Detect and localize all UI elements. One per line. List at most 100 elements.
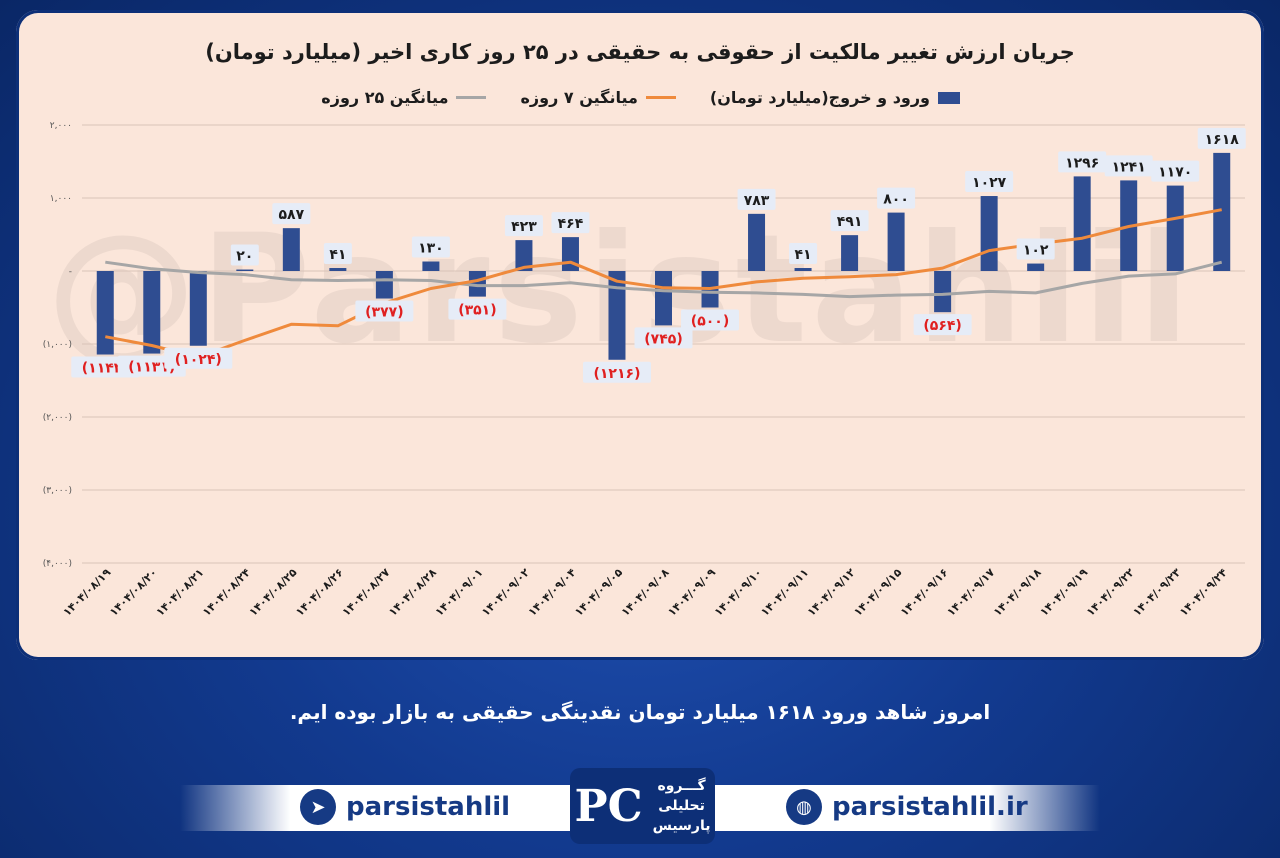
y-tick-label: ۱,۰۰۰ xyxy=(50,194,72,204)
bar xyxy=(1027,263,1045,271)
data-label-bg xyxy=(551,212,590,234)
data-label: ۵۸۷ xyxy=(279,207,305,223)
data-label: ۱۶۱۸ xyxy=(1205,132,1240,148)
logo-text: گـــروه تحلیلی پارسیس xyxy=(653,776,711,836)
y-tick-label: - xyxy=(69,267,72,277)
data-label: ۴۲۳ xyxy=(511,219,537,235)
brand-logo: PC گـــروه تحلیلی پارسیس xyxy=(570,768,715,844)
data-label-bg xyxy=(681,309,740,331)
data-label-bg xyxy=(448,298,507,320)
data-label-bg xyxy=(877,187,916,209)
bar xyxy=(980,196,998,271)
data-label: ۱۲۴۱ xyxy=(1112,159,1146,175)
data-label-bg xyxy=(582,361,651,383)
data-label-bg xyxy=(634,327,693,349)
y-tick-label: (۱,۰۰۰) xyxy=(43,340,72,350)
x-tick-label: ۱۴۰۴/۰۹/۱۸ xyxy=(991,566,1044,619)
data-label-bg xyxy=(737,188,776,210)
x-tick-label: ۱۴۰۴/۰۸/۲۰ xyxy=(107,566,160,619)
data-label-bg xyxy=(1104,155,1153,177)
data-label-bg xyxy=(789,243,818,265)
x-tick-label: ۱۴۰۴/۰۹/۲۴ xyxy=(1177,566,1230,619)
data-label-bg xyxy=(272,203,311,225)
data-label: ۱۳۰ xyxy=(418,241,444,257)
data-label: ۲۰ xyxy=(236,249,253,265)
x-tick-label: ۱۴۰۴/۰۹/۱۷ xyxy=(944,566,997,619)
x-tick-label: ۱۴۰۴/۰۸/۲۵ xyxy=(247,566,300,619)
footer-caption: امروز شاهد ورود ۱۶۱۸ میلیارد تومان نقدین… xyxy=(289,700,991,724)
x-tick-label: ۱۴۰۴/۰۹/۲۲ xyxy=(1084,566,1137,619)
y-tick-label: (۳,۰۰۰) xyxy=(43,486,72,496)
website-link[interactable]: ◍ parsistahlil.ir xyxy=(786,789,1028,825)
bar xyxy=(934,271,952,313)
bar xyxy=(655,271,672,326)
x-tick-label: ۱۴۰۴/۰۹/۱۰ xyxy=(712,566,765,619)
data-label-bg xyxy=(230,244,259,266)
y-tick-label: (۲,۰۰۰) xyxy=(43,413,72,423)
bar xyxy=(1166,185,1184,271)
data-label-bg xyxy=(355,300,414,322)
data-label-bg xyxy=(830,210,869,232)
bar xyxy=(329,268,347,271)
data-label: ۴۶۴ xyxy=(558,216,584,232)
chart-legend: ورود و خروج(میلیارد تومان) میانگین ۷ روز… xyxy=(321,88,960,107)
x-tick-label: ۱۴۰۴/۰۹/۱۶ xyxy=(898,566,951,619)
bar xyxy=(468,271,486,297)
bar xyxy=(422,261,440,271)
legend-label-ma7: میانگین ۷ روزه xyxy=(520,88,638,107)
data-label: ۱۰۲۷ xyxy=(972,175,1007,191)
telegram-link[interactable]: ➤ parsistahlil xyxy=(300,789,510,825)
bar xyxy=(96,271,114,355)
telegram-handle: parsistahlil xyxy=(346,792,511,822)
data-label-bg xyxy=(504,215,543,237)
legend-item-ma7: میانگین ۷ روزه xyxy=(520,88,676,107)
bar xyxy=(1073,176,1091,271)
x-tick-label: ۱۴۰۴/۰۸/۲۱ xyxy=(154,566,207,619)
bar xyxy=(608,271,626,360)
legend-swatch-ma7 xyxy=(645,96,676,99)
chart-title: جریان ارزش تغییر مالکیت از حقوقی به حقیق… xyxy=(205,40,1075,64)
globe-icon: ◍ xyxy=(786,789,822,825)
legend-item-bars: ورود و خروج(میلیارد تومان) xyxy=(710,88,960,107)
y-tick-label: (۴,۰۰۰) xyxy=(43,559,72,569)
bar xyxy=(515,240,533,271)
logo-mark: PC xyxy=(574,780,643,832)
data-label: (۷۴۵) xyxy=(644,331,682,347)
legend-swatch-bars xyxy=(938,91,960,104)
data-label: (۳۵۱) xyxy=(458,303,496,319)
x-tick-label: ۱۴۰۴/۰۹/۰۲ xyxy=(479,566,532,619)
bar xyxy=(282,228,300,271)
bar xyxy=(841,235,859,271)
x-tick-label: ۱۴۰۴/۰۹/۱۱ xyxy=(758,566,811,619)
legend-label-bars: ورود و خروج(میلیارد تومان) xyxy=(709,88,930,107)
bar xyxy=(189,271,207,346)
data-label: (۵۶۴) xyxy=(923,318,961,334)
x-tick-label: ۱۴۰۴/۰۸/۲۸ xyxy=(386,566,439,619)
data-label-bg xyxy=(1151,160,1200,182)
data-label-bg xyxy=(164,347,233,369)
x-tick-label: ۱۴۰۴/۰۹/۱۹ xyxy=(1037,566,1090,619)
data-label-bg xyxy=(1197,127,1246,149)
x-tick-label: ۱۴۰۴/۰۹/۰۱ xyxy=(433,566,486,619)
data-label: (۳۷۷) xyxy=(365,305,403,321)
data-label: (۱۱۳۱) xyxy=(128,360,175,376)
bar xyxy=(143,271,161,354)
x-tick-label: ۱۴۰۴/۰۹/۱۵ xyxy=(851,566,904,619)
bar xyxy=(375,271,393,299)
bar xyxy=(794,268,812,271)
x-tick-label: ۱۴۰۴/۰۹/۰۹ xyxy=(665,566,718,619)
data-label: ۱۲۹۶ xyxy=(1065,155,1099,171)
x-tick-label: ۱۴۰۴/۰۹/۰۵ xyxy=(572,566,625,619)
x-tick-label: ۱۴۰۴/۰۸/۲۷ xyxy=(340,566,393,619)
x-tick-label: ۱۴۰۴/۰۹/۲۳ xyxy=(1130,566,1183,619)
logo-line-1: گـــروه xyxy=(657,778,706,794)
data-label-bg xyxy=(965,171,1014,193)
legend-swatch-ma25 xyxy=(456,96,487,99)
x-tick-label: ۱۴۰۴/۰۹/۱۲ xyxy=(805,566,858,619)
x-tick-label: ۱۴۰۴/۰۸/۱۹ xyxy=(61,566,114,619)
data-label: ۱۰۲ xyxy=(1023,243,1049,259)
data-label: (۱۱۴۴) xyxy=(82,361,129,377)
bar xyxy=(1213,152,1231,271)
data-label-bg xyxy=(913,314,972,336)
data-label-bg xyxy=(411,236,450,258)
